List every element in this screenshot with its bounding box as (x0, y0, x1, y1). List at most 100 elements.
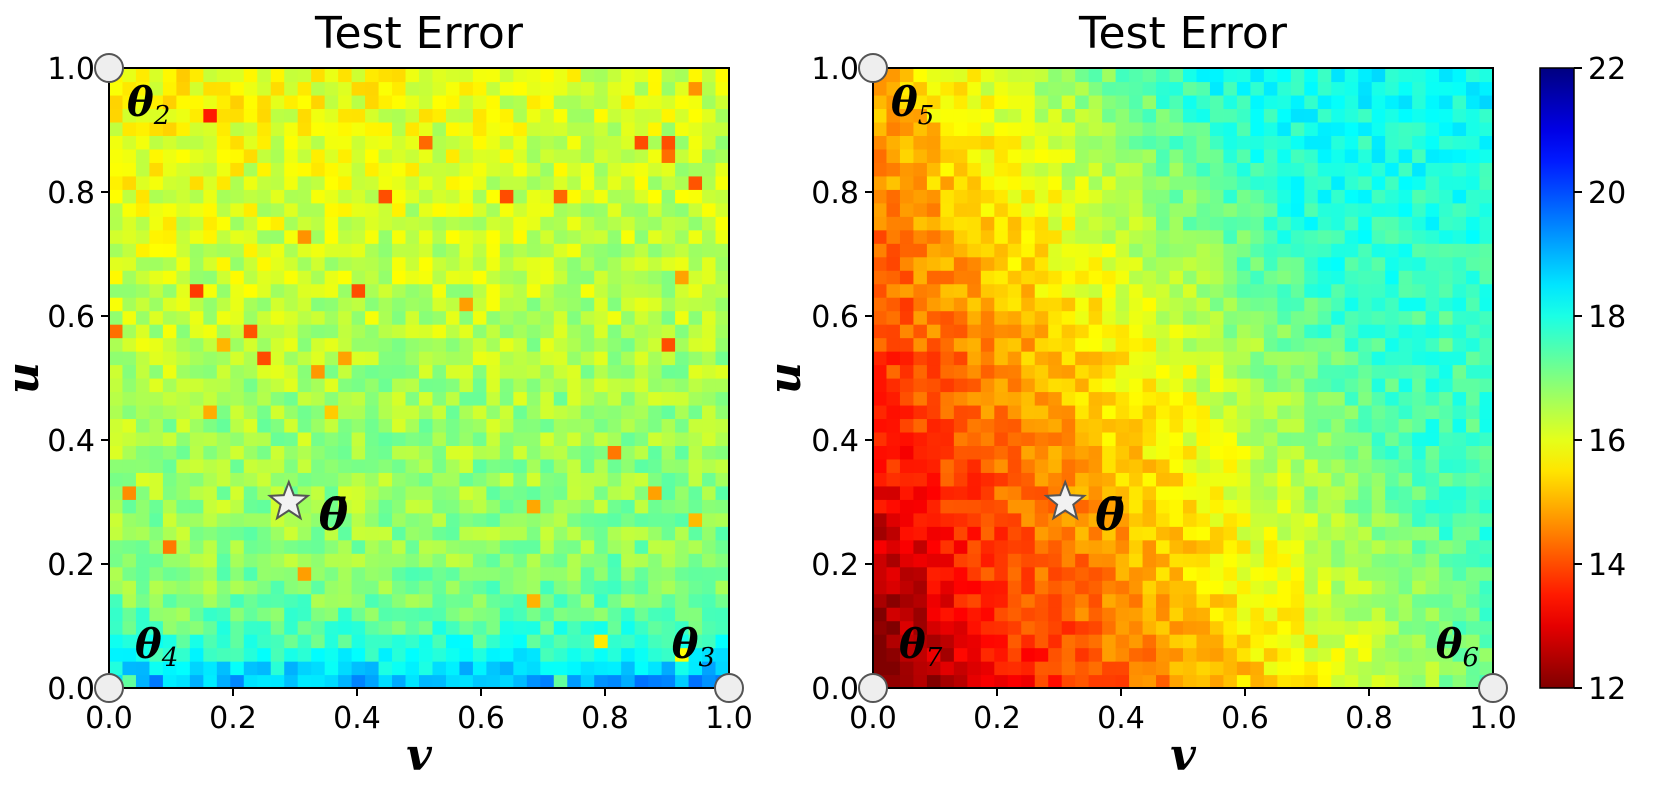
heatmap-cell (594, 620, 609, 635)
heatmap-cell (1398, 553, 1413, 568)
heatmap-cell (135, 324, 151, 339)
heatmap-cell (899, 175, 915, 190)
heatmap-cell (1223, 243, 1238, 258)
heatmap-cell (553, 216, 568, 231)
heatmap-cell (1183, 634, 1198, 649)
heatmap-cell (270, 324, 285, 339)
heatmap-cell (715, 539, 730, 554)
heatmap-cell (243, 418, 258, 433)
heatmap-cell (122, 607, 137, 622)
heatmap-cell (162, 364, 177, 379)
heatmap-cell (1331, 620, 1346, 635)
heatmap-cell (149, 337, 164, 352)
heatmap-cell (1412, 674, 1427, 689)
heatmap-cell (499, 458, 514, 473)
heatmap-cell (873, 162, 888, 177)
heatmap-cell (580, 620, 595, 635)
heatmap-cell (365, 283, 380, 298)
heatmap-cell (459, 674, 474, 689)
heatmap-cell (392, 391, 407, 406)
heatmap-cell (203, 499, 218, 514)
heatmap-cell (1479, 391, 1494, 406)
heatmap-cell (338, 445, 353, 460)
heatmap-cell (1007, 81, 1022, 96)
heatmap-cell (688, 283, 703, 298)
heatmap-cell (351, 202, 366, 217)
heatmap-cell (1452, 499, 1467, 514)
heatmap-cell (1385, 391, 1400, 406)
heatmap-cell (1331, 135, 1346, 150)
heatmap-cell (1371, 324, 1386, 339)
heatmap-cell (311, 566, 326, 581)
heatmap-cell (1088, 499, 1103, 514)
heatmap-cell (1088, 229, 1103, 244)
heatmap-cell (1007, 68, 1022, 83)
heatmap-cell (1398, 243, 1413, 258)
heatmap-cell (472, 310, 487, 325)
heatmap-cell (1115, 580, 1130, 595)
heatmap-cell (926, 499, 941, 514)
heatmap-cell (1142, 270, 1157, 285)
heatmap-cell (109, 337, 124, 352)
heatmap-cell (499, 445, 514, 460)
heatmap-cell (445, 121, 461, 136)
heatmap-cell (873, 661, 888, 676)
heatmap-cell (419, 324, 434, 339)
heatmap-cell (486, 593, 501, 608)
heatmap-cell (675, 526, 690, 541)
heatmap-cell (873, 634, 888, 649)
heatmap-cell (702, 121, 717, 136)
heatmap-cell (122, 297, 137, 312)
heatmap-cell (1358, 216, 1373, 231)
heatmap-cell (122, 472, 137, 487)
heatmap-cell (1209, 108, 1225, 123)
heatmap-cell (499, 472, 514, 487)
heatmap-cell (1358, 351, 1373, 366)
heatmap-cell (886, 202, 901, 217)
heatmap-cell (486, 162, 501, 177)
heatmap-cell (189, 108, 204, 123)
heatmap-cell (994, 499, 1009, 514)
heatmap-cell (607, 108, 622, 123)
heatmap-cell (1304, 607, 1319, 622)
heatmap-cell (1102, 121, 1117, 136)
heatmap-cell (1263, 580, 1278, 595)
heatmap-cell (486, 539, 501, 554)
heatmap-cell (580, 553, 595, 568)
heatmap-cell (216, 108, 231, 123)
heatmap-cell (513, 458, 528, 473)
heatmap-cell (284, 391, 299, 406)
heatmap-cell (122, 391, 137, 406)
heatmap-cell (324, 472, 339, 487)
heatmap-cell (1088, 68, 1103, 83)
heatmap-cell (135, 202, 151, 217)
heatmap-cell (913, 661, 928, 676)
heatmap-cell (1412, 270, 1427, 285)
heatmap-cell (122, 458, 137, 473)
heatmap-cell (392, 351, 407, 366)
heatmap-cell (1466, 108, 1481, 123)
heatmap-cell (284, 580, 299, 595)
heatmap-cell (1088, 661, 1103, 676)
heatmap-cell (1304, 418, 1319, 433)
heatmap-cell (634, 607, 649, 622)
heatmap-cell (621, 229, 636, 244)
heatmap-cell (419, 135, 434, 150)
heatmap-cell (994, 580, 1009, 595)
heatmap-cell (1479, 297, 1494, 312)
heatmap-cell (1169, 485, 1184, 500)
heatmap-cell (378, 270, 393, 285)
heatmap-cell (1236, 539, 1251, 554)
heatmap-cell (661, 512, 676, 527)
heatmap-cell (1358, 364, 1373, 379)
heatmap-cell (486, 324, 501, 339)
heatmap-cell (297, 607, 312, 622)
heatmap-cell (1075, 539, 1090, 554)
heatmap-cell (1142, 593, 1157, 608)
heatmap-cell (1439, 297, 1454, 312)
heatmap-cell (967, 634, 982, 649)
heatmap-cell (715, 310, 730, 325)
heatmap-cell (634, 593, 649, 608)
heatmap-cell (365, 674, 380, 689)
heatmap-cell (567, 553, 582, 568)
